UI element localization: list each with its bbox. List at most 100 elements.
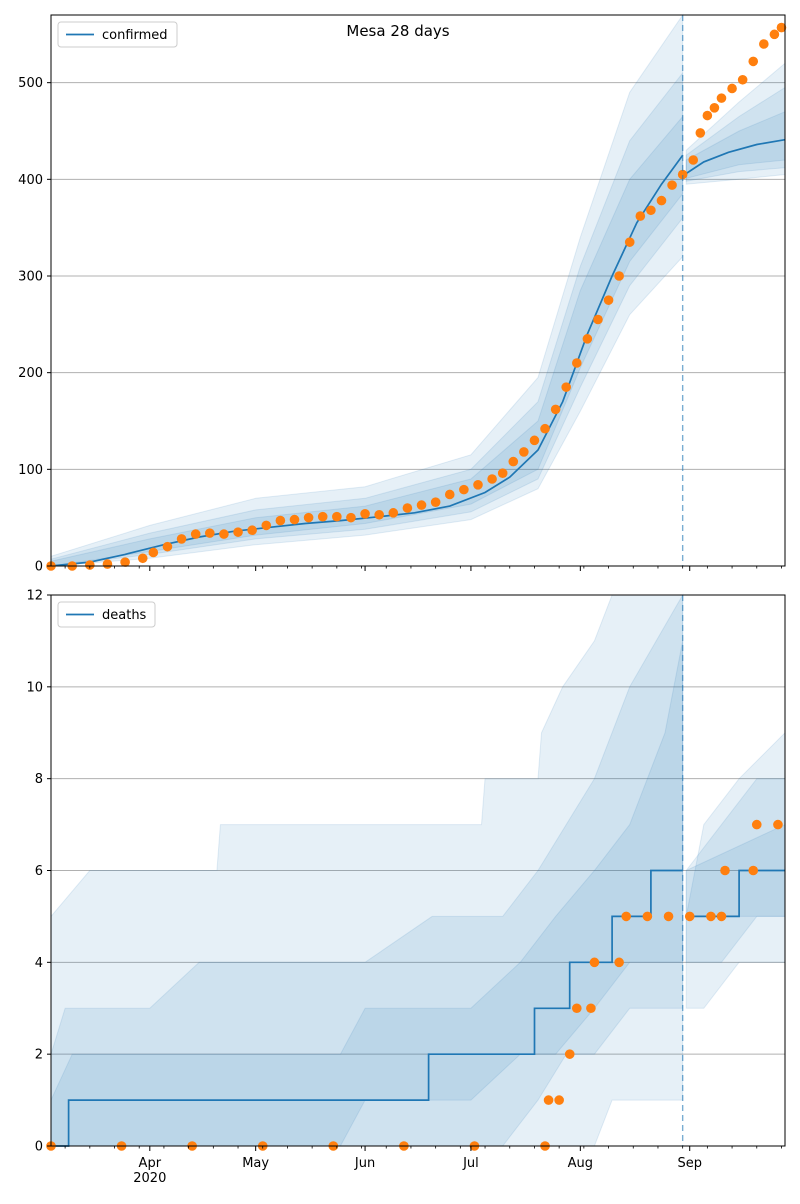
- observed-point: [586, 1003, 596, 1014]
- observed-point: [720, 865, 730, 876]
- observed-point: [688, 155, 699, 165]
- observed-point: [233, 527, 243, 537]
- observed-point: [289, 514, 300, 525]
- observed-point: [571, 1003, 582, 1014]
- observed-point: [137, 553, 148, 564]
- observed-point: [706, 911, 716, 922]
- y-axis: 0 2 4 6 8 10 12: [26, 589, 51, 1155]
- observed-point: [709, 103, 720, 113]
- confirmed-line: [50, 138, 786, 567]
- observed-point: [303, 512, 314, 523]
- observed-point: [773, 819, 783, 830]
- observed-point: [102, 559, 113, 569]
- observed-point: [120, 557, 130, 567]
- observed-point: [667, 180, 677, 190]
- observed-point: [540, 423, 550, 434]
- observed-point: [529, 435, 540, 446]
- observed-point: [261, 520, 272, 531]
- y-tick-label: 8: [35, 772, 43, 787]
- observed-point: [642, 911, 653, 922]
- observed-point: [663, 911, 674, 922]
- x-tick-label: Aug: [568, 1156, 593, 1171]
- y-tick-label: 2: [35, 1048, 43, 1063]
- y-tick-label: 12: [26, 589, 43, 604]
- observed-point: [564, 1049, 575, 1059]
- observed-point: [776, 22, 787, 33]
- x-axis: [64, 566, 782, 571]
- observed-point: [497, 468, 508, 479]
- y-tick-label: 10: [26, 680, 43, 695]
- x-tick-label: Jun: [354, 1156, 375, 1171]
- observed-point: [190, 529, 201, 539]
- legend: confirmed: [57, 21, 178, 48]
- observed-point: [543, 1095, 554, 1105]
- legend-label: deaths: [102, 608, 147, 623]
- observed-point: [582, 334, 593, 344]
- y-tick-label: 6: [35, 864, 43, 879]
- observed-point: [148, 547, 159, 558]
- observed-point: [487, 474, 497, 484]
- observed-point: [247, 525, 257, 536]
- observed-point: [374, 509, 384, 520]
- observed-point: [727, 83, 737, 94]
- observed-point: [508, 456, 519, 467]
- x-tick-year-label: 2020: [133, 1171, 166, 1186]
- observed-point: [204, 528, 215, 538]
- plot-frame: [50, 14, 786, 567]
- observed-points: [46, 22, 787, 571]
- y-tick-label: 0: [35, 1140, 43, 1155]
- y-tick-label: 100: [18, 463, 43, 478]
- observed-point: [751, 819, 762, 830]
- observed-point: [346, 512, 356, 523]
- legend-label: confirmed: [102, 28, 168, 43]
- x-tick-label: Apr: [139, 1156, 162, 1171]
- y-axis: 0 100 200 300 400 500: [18, 76, 51, 575]
- observed-point: [759, 39, 769, 49]
- observed-point: [275, 515, 286, 526]
- band-inner: [50, 640, 684, 1147]
- legend: deaths: [57, 601, 156, 628]
- observed-point: [603, 295, 614, 305]
- observed-point: [614, 271, 624, 281]
- observed-point: [550, 404, 561, 415]
- observed-point: [85, 560, 95, 570]
- x-tick-label: Sep: [677, 1156, 702, 1171]
- observed-point: [677, 169, 688, 180]
- observed-point: [219, 529, 229, 539]
- observed-point: [519, 447, 529, 457]
- observed-point: [332, 511, 342, 522]
- observed-point: [571, 358, 582, 368]
- observed-point: [635, 211, 646, 221]
- observed-point: [561, 382, 572, 392]
- observed-point: [416, 500, 427, 510]
- observed-point: [748, 865, 759, 876]
- y-tick-label: 4: [35, 956, 43, 971]
- observed-point: [444, 489, 455, 500]
- observed-point: [748, 56, 759, 67]
- legend-box: [57, 601, 156, 628]
- legend-box: [57, 21, 178, 48]
- y-tick-label: 500: [18, 76, 43, 91]
- observed-point: [646, 205, 656, 216]
- y-tick-label: 0: [35, 560, 43, 575]
- observed-point: [702, 110, 713, 121]
- observed-point: [716, 93, 727, 103]
- observed-point: [473, 480, 483, 490]
- observed-point: [554, 1095, 564, 1105]
- observed-point: [176, 534, 187, 544]
- observed-point: [162, 541, 173, 552]
- x-tick-label: May: [242, 1156, 269, 1171]
- observed-point: [621, 911, 632, 922]
- observed-point: [769, 29, 780, 40]
- observed-point: [656, 195, 667, 206]
- x-tick-label: Jul: [462, 1156, 479, 1171]
- observed-point: [737, 74, 748, 85]
- observed-point: [388, 508, 399, 518]
- y-tick-label: 200: [18, 366, 43, 381]
- observed-point: [317, 511, 328, 522]
- observed-point: [614, 957, 624, 968]
